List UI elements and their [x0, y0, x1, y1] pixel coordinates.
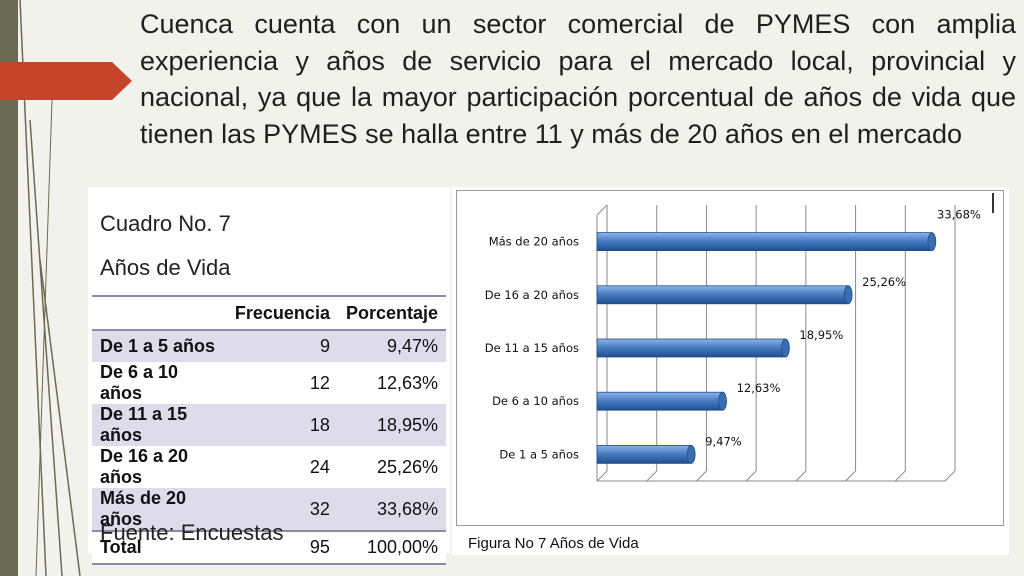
- bar-chart: Más de 20 años 33,68% De 16 a 20 años 25,26…: [485, 204, 981, 482]
- bar-end-cap: [781, 338, 790, 358]
- row-porcentaje: 18,95%: [337, 404, 446, 446]
- total-frecuencia: 95: [226, 530, 338, 565]
- table-row: De 6 a 10 años 12 12,63%: [92, 362, 446, 404]
- row-label: De 11 a 15 años: [92, 404, 227, 446]
- row-frecuencia: 12: [309, 372, 330, 393]
- accent-arrow-icon: [0, 62, 132, 100]
- grid-floor-line: [646, 470, 658, 482]
- table-row: De 11 a 15 años 18 18,95%: [92, 404, 446, 446]
- category-label: De 16 a 20 años: [485, 288, 579, 302]
- row-label: De 6 a 10 años: [100, 362, 179, 403]
- frequency-table: Frecuencia Porcentaje De 1 a 5 años 9 9,…: [92, 295, 446, 565]
- row-porcentaje: 33,68%: [337, 488, 446, 531]
- bar-end-cap: [843, 285, 853, 305]
- table-total-row: Total 95 100,00%: [92, 530, 446, 565]
- total-label: Total: [92, 530, 227, 565]
- axis-depth-line: [596, 204, 608, 216]
- row-frecuencia: 32: [226, 488, 338, 531]
- data-label: 33,68%: [937, 208, 981, 222]
- data-label: 9,47%: [705, 434, 742, 448]
- data-label: 25,26%: [862, 275, 906, 289]
- row-frecuencia: 9: [226, 330, 338, 362]
- table-row: De 16 a 20 años 24 25,26%: [92, 446, 446, 488]
- header-blank: [92, 295, 227, 331]
- row-porcentaje: 25,26%: [376, 456, 438, 477]
- bar: [596, 338, 786, 358]
- bar-end-cap: [686, 444, 696, 464]
- grid-floor-line: [795, 470, 807, 482]
- bar: [596, 285, 849, 305]
- grid-floor-line: [596, 470, 608, 482]
- grid-floor-line: [894, 470, 906, 482]
- row-porcentaje: 9,47%: [337, 330, 446, 362]
- chart-frame: Más de 20 años 33,68% De 16 a 20 años 25,26…: [456, 190, 1004, 526]
- frequency-table-panel: Cuadro No. 7 Años de Vida Frecuencia Por…: [88, 187, 450, 565]
- total-porcentaje: 100,00%: [337, 530, 446, 565]
- bar: [596, 444, 692, 464]
- grid-floor-line: [745, 470, 757, 482]
- row-label: De 16 a 20 años: [100, 446, 189, 487]
- category-label: Más de 20 años: [489, 235, 579, 249]
- category-label: De 6 a 10 años: [492, 394, 579, 408]
- bar-end-cap: [927, 232, 937, 251]
- grid-floor-line: [944, 470, 956, 482]
- data-label: 12,63%: [737, 381, 781, 395]
- bar: [596, 391, 723, 411]
- table-subtitle: Años de Vida: [100, 255, 231, 280]
- table-title: Cuadro No. 7: [100, 211, 231, 236]
- table-row: De 1 a 5 años 9 9,47%: [92, 330, 446, 362]
- header-frecuencia: Frecuencia: [226, 295, 338, 331]
- row-label: Más de 20 años: [92, 488, 227, 531]
- category-label: De 1 a 5 años: [499, 447, 579, 461]
- header-porcentaje: Porcentaje: [337, 295, 446, 331]
- slide-heading: Cuenca cuenta con un sector comercial de…: [140, 9, 1016, 149]
- row-porcentaje: 12,63%: [376, 372, 438, 393]
- chart-edge-mark: [992, 193, 994, 213]
- bar-end-cap: [718, 391, 727, 411]
- category-label: De 11 a 15 años: [485, 341, 579, 355]
- chart-caption: Figura No 7 Años de Vida: [468, 535, 639, 552]
- bar-chart-panel: Más de 20 años 33,68% De 16 a 20 años 25,26…: [452, 187, 1009, 555]
- grid-floor-line: [845, 470, 856, 482]
- table-source: Fuente: Encuestas: [100, 520, 284, 545]
- left-stripe: [0, 0, 18, 576]
- table-header-row: Frecuencia Porcentaje: [92, 295, 446, 331]
- row-label: De 1 a 5 años: [92, 330, 227, 362]
- data-label: 18,95%: [799, 328, 843, 342]
- table-row: Más de 20 años 32 33,68%: [92, 488, 446, 531]
- row-frecuencia: 18: [226, 404, 338, 446]
- row-frecuencia: 24: [309, 456, 330, 477]
- grid-floor-line: [696, 470, 707, 482]
- bar: [596, 232, 933, 251]
